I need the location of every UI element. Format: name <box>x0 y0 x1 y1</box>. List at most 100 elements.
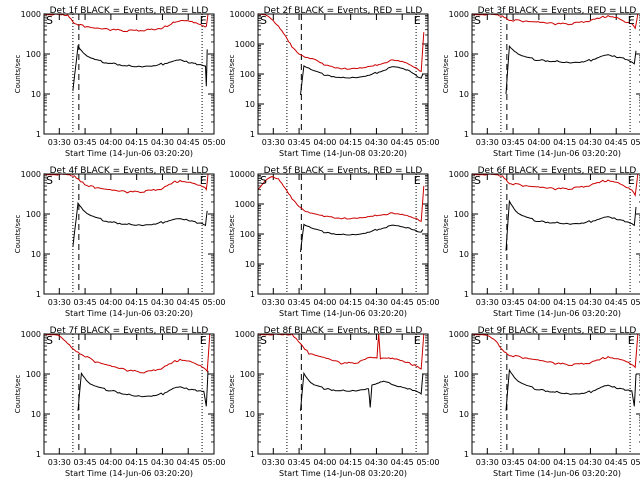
y-tick-label: 100 <box>240 230 255 239</box>
y-tick-label: 1 <box>464 130 469 139</box>
plot-frame <box>257 333 429 455</box>
x-tick-label: 03:30 <box>262 458 285 467</box>
x-tick-label: 04:45 <box>177 298 200 307</box>
plot-frame <box>43 173 215 295</box>
x-tick-label: 03:45 <box>502 458 525 467</box>
x-tick-label: 04:45 <box>605 138 628 147</box>
y-tick-label: 1 <box>36 450 41 459</box>
x-tick-label: 03:45 <box>502 298 525 307</box>
y-tick-label: 10 <box>245 260 255 269</box>
x-tick-label: 04:00 <box>99 458 122 467</box>
plot-title: Det 9f BLACK = Events, RED = LLD <box>478 326 637 336</box>
series-line-lld-red <box>43 173 209 194</box>
start-corner-label: S <box>46 174 53 187</box>
start-corner-label: S <box>260 14 267 27</box>
y-axis-label: Counts/sec <box>228 375 236 414</box>
x-tick-label: 04:00 <box>99 298 122 307</box>
y-axis-label: Counts/sec <box>228 55 236 94</box>
plot-frame <box>471 173 640 295</box>
y-tick-label: 10 <box>459 90 469 99</box>
series-line-events-black <box>300 64 424 96</box>
start-corner-label: S <box>260 174 267 187</box>
y-tick-label: 1 <box>250 290 255 299</box>
x-tick-label: 05:00 <box>202 458 225 467</box>
plot-frame <box>471 13 640 135</box>
y-axis-label: Counts/sec <box>442 215 450 254</box>
x-tick-label: 04:30 <box>151 138 174 147</box>
x-axis-label: Start Time (14-Jun-06 03:20:20) <box>65 309 193 318</box>
x-tick-label: 04:15 <box>339 298 362 307</box>
x-tick-label: 04:30 <box>151 298 174 307</box>
x-tick-label: 05:00 <box>630 298 640 307</box>
plot-title: Det 3f BLACK = Events, RED = LLD <box>478 6 637 16</box>
x-tick-label: 04:45 <box>605 458 628 467</box>
x-axis-label: Start Time (14-Jun-06 03:20:20) <box>279 309 407 318</box>
x-tick-label: 03:30 <box>476 298 499 307</box>
y-tick-label: 100 <box>454 210 469 219</box>
end-corner-label: E <box>628 334 635 347</box>
y-axis-label: Counts/sec <box>442 375 450 414</box>
plot-title: Det 2f BLACK = Events, RED = LLD <box>264 6 423 16</box>
x-tick-label: 03:45 <box>288 138 311 147</box>
x-tick-label: 03:30 <box>476 458 499 467</box>
y-tick-label: 1000 <box>449 330 469 339</box>
x-tick-label: 03:30 <box>262 298 285 307</box>
x-tick-label: 04:15 <box>339 138 362 147</box>
y-tick-label: 1 <box>250 130 255 139</box>
x-tick-label: 05:00 <box>416 298 439 307</box>
y-tick-label: 1000 <box>235 200 255 209</box>
x-tick-label: 03:30 <box>48 298 71 307</box>
plot-panel-7: Det 7f BLACK = Events, RED = LLD Counts/s… <box>14 326 226 478</box>
y-tick-label: 100 <box>240 70 255 79</box>
x-tick-label: 04:15 <box>553 458 576 467</box>
y-tick-label: 100 <box>240 370 255 379</box>
x-tick-label: 03:30 <box>476 138 499 147</box>
x-tick-label: 03:30 <box>262 138 285 147</box>
series-line-events-black <box>505 368 637 411</box>
end-corner-label: E <box>200 334 207 347</box>
plot-frame <box>257 13 429 135</box>
y-tick-label: 1000 <box>21 170 41 179</box>
x-axis-label: Start Time (14-Jun-06 03:20:20) <box>493 149 621 158</box>
start-corner-label: S <box>474 334 481 347</box>
y-tick-label: 1000 <box>21 10 41 19</box>
y-tick-label: 1 <box>36 290 41 299</box>
y-tick-label: 1000 <box>449 10 469 19</box>
plot-title: Det 5f BLACK = Events, RED = LLD <box>264 166 423 176</box>
y-tick-label: 100 <box>454 370 469 379</box>
end-corner-label: E <box>200 174 207 187</box>
y-tick-label: 10 <box>459 410 469 419</box>
plot-title: Det 6f BLACK = Events, RED = LLD <box>478 166 637 176</box>
end-corner-label: E <box>414 334 421 347</box>
y-tick-label: 10 <box>31 250 41 259</box>
series-line-lld-red <box>257 333 425 370</box>
plot-title: Det 8f BLACK = Events, RED = LLD <box>264 326 423 336</box>
x-tick-label: 05:00 <box>630 458 640 467</box>
y-tick-label: 1 <box>464 290 469 299</box>
start-corner-label: S <box>260 334 267 347</box>
y-tick-label: 1 <box>36 130 41 139</box>
y-tick-label: 1000 <box>21 330 41 339</box>
plot-frame <box>43 333 215 455</box>
start-corner-label: S <box>474 14 481 27</box>
y-tick-label: 1 <box>250 450 255 459</box>
end-corner-label: E <box>414 14 421 27</box>
x-tick-label: 04:00 <box>313 138 336 147</box>
plot-panel-4: Det 4f BLACK = Events, RED = LLD Counts/s… <box>14 166 226 318</box>
plot-title: Det 4f BLACK = Events, RED = LLD <box>50 166 209 176</box>
x-tick-label: 05:00 <box>416 138 439 147</box>
x-tick-label: 04:45 <box>177 138 200 147</box>
x-tick-label: 04:45 <box>605 298 628 307</box>
plot-panel-2: Det 2f BLACK = Events, RED = LLD Counts/s… <box>228 6 440 158</box>
end-corner-label: E <box>414 174 421 187</box>
plot-panels: Det 1f BLACK = Events, RED = LLD Counts/s… <box>14 6 640 478</box>
x-axis-label: Start Time (14-Jun-06 03:20:20) <box>493 469 621 478</box>
x-tick-label: 04:00 <box>527 138 550 147</box>
y-tick-label: 10 <box>459 250 469 259</box>
x-tick-label: 05:00 <box>202 298 225 307</box>
y-tick-label: 1000 <box>235 330 255 339</box>
x-tick-label: 04:15 <box>125 458 148 467</box>
plot-panel-3: Det 3f BLACK = Events, RED = LLD Counts/s… <box>442 6 640 158</box>
x-tick-label: 05:00 <box>202 138 225 147</box>
y-tick-label: 10000 <box>230 170 255 179</box>
